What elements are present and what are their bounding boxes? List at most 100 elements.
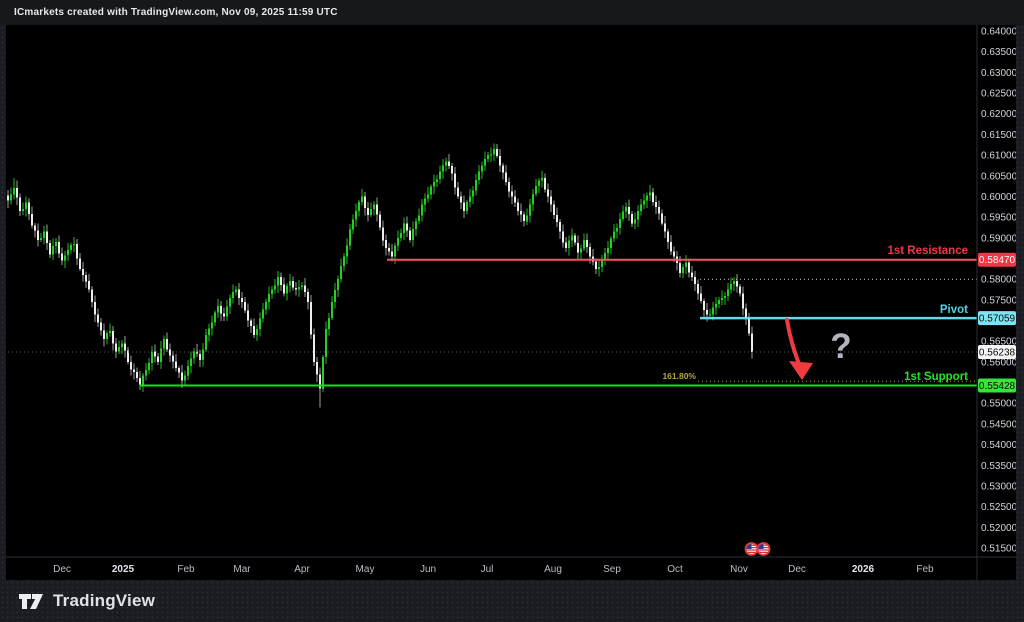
pivot-price-badge bbox=[978, 311, 1016, 326]
candle-up bbox=[733, 281, 735, 284]
price-tick: 0.59500 bbox=[981, 213, 1016, 224]
candle-down bbox=[79, 258, 81, 269]
candle-down bbox=[595, 261, 597, 269]
chart-panel[interactable]: 1st Resistance Pivot 1st Support 161.80%… bbox=[6, 25, 1018, 580]
candle-down bbox=[553, 204, 555, 215]
candle-up bbox=[610, 238, 612, 249]
candle-down bbox=[658, 206, 660, 214]
candle-down bbox=[166, 339, 168, 350]
candle-up bbox=[598, 267, 600, 269]
candle-down bbox=[241, 298, 243, 302]
pivot-label[interactable]: Pivot bbox=[940, 304, 968, 316]
candle-down bbox=[91, 289, 93, 302]
resistance-price-badge-text: 0.58470 bbox=[979, 255, 1016, 266]
candle-up bbox=[649, 192, 651, 196]
candle-down bbox=[97, 314, 99, 323]
candle-down bbox=[319, 374, 321, 389]
candle-up bbox=[256, 329, 258, 335]
resistance-price-badge bbox=[978, 252, 1016, 267]
candle-down bbox=[244, 301, 246, 311]
candle-down bbox=[316, 361, 318, 375]
time-tick: May bbox=[356, 564, 375, 575]
candle-up bbox=[70, 245, 72, 251]
candle-up bbox=[634, 219, 636, 224]
candle-up bbox=[721, 297, 723, 300]
time-axis[interactable]: Dec 2025 Feb Mar Apr May Jun Jul Aug Sep Oct Nov Dec… bbox=[53, 564, 934, 575]
price-axis[interactable]: 0.64000 0.63500 0.63000 0.62500 0.62000 0.615… bbox=[978, 27, 1018, 555]
candle-down bbox=[247, 310, 249, 321]
candle-up bbox=[442, 165, 444, 172]
candle-up bbox=[682, 266, 684, 273]
price-tick: 0.60500 bbox=[981, 171, 1016, 182]
candle-up bbox=[397, 237, 399, 246]
candle-up bbox=[715, 304, 717, 308]
candle-up bbox=[685, 262, 687, 267]
candle-up bbox=[148, 363, 150, 371]
candle-up bbox=[145, 370, 147, 376]
candle-up bbox=[193, 351, 195, 359]
candle-up bbox=[325, 328, 327, 358]
chart-canvas[interactable]: 1st Resistance Pivot 1st Support 161.80%… bbox=[6, 25, 1018, 580]
candle-up bbox=[535, 186, 537, 195]
candle-down bbox=[454, 173, 456, 188]
candle-up bbox=[73, 244, 75, 245]
candle-up bbox=[142, 375, 144, 385]
price-tick: 0.51500 bbox=[981, 544, 1016, 555]
candle-down bbox=[199, 353, 201, 360]
candle-down bbox=[115, 343, 117, 352]
candle-up bbox=[532, 194, 534, 205]
candle-down bbox=[451, 166, 453, 174]
price-tick: 0.61500 bbox=[981, 130, 1016, 141]
level-lines-layer[interactable] bbox=[8, 258, 977, 387]
candle-up bbox=[637, 210, 639, 220]
tradingview-brand-link[interactable]: TradingView bbox=[18, 591, 155, 611]
candle-down bbox=[283, 284, 285, 294]
time-tick: 2026 bbox=[852, 564, 875, 575]
candle-up bbox=[433, 182, 435, 187]
candle-down bbox=[520, 210, 522, 215]
candle-up bbox=[625, 206, 627, 212]
price-tick: 0.52000 bbox=[981, 523, 1016, 534]
price-tick: 0.60000 bbox=[981, 192, 1016, 203]
time-tick: Mar bbox=[233, 564, 251, 575]
candle-down bbox=[367, 208, 369, 216]
candle-down bbox=[655, 202, 657, 207]
support-label[interactable]: 1st Support bbox=[904, 371, 968, 383]
candle-up bbox=[43, 231, 45, 238]
candle-down bbox=[16, 188, 18, 198]
candle-up bbox=[40, 237, 42, 240]
candle-down bbox=[172, 355, 174, 362]
candle-up bbox=[205, 335, 207, 350]
candle-up bbox=[580, 248, 582, 253]
candle-up bbox=[13, 188, 15, 195]
candle-down bbox=[127, 350, 129, 362]
candle-up bbox=[436, 179, 438, 182]
candle-up bbox=[430, 186, 432, 195]
candle-up bbox=[484, 158, 486, 166]
candle-down bbox=[751, 333, 753, 353]
candle-down bbox=[508, 182, 510, 192]
candle-up bbox=[346, 245, 348, 257]
candle-down bbox=[667, 231, 669, 242]
us-flag-event-icon[interactable] bbox=[744, 542, 759, 556]
candle-up bbox=[616, 227, 618, 232]
candle-down bbox=[295, 287, 297, 290]
us-flag-event-icon[interactable] bbox=[756, 542, 771, 556]
candle-up bbox=[601, 260, 603, 268]
candle-up bbox=[160, 348, 162, 362]
candle-down bbox=[652, 192, 654, 202]
price-tick: 0.53000 bbox=[981, 482, 1016, 493]
projection-arrow-down[interactable] bbox=[785, 318, 813, 380]
candle-up bbox=[373, 204, 375, 210]
resistance-label[interactable]: 1st Resistance bbox=[887, 245, 968, 257]
price-tick: 0.54500 bbox=[981, 419, 1016, 430]
candle-down bbox=[697, 283, 699, 294]
candle-up bbox=[337, 279, 339, 290]
price-tick: 0.54000 bbox=[981, 440, 1016, 451]
question-mark-annotation[interactable]: ? bbox=[830, 327, 851, 366]
candle-down bbox=[664, 223, 666, 232]
candle-down bbox=[34, 225, 36, 231]
fib-level-label[interactable]: 161.80% bbox=[662, 371, 696, 381]
candle-up bbox=[55, 241, 57, 246]
candle-down bbox=[409, 230, 411, 240]
